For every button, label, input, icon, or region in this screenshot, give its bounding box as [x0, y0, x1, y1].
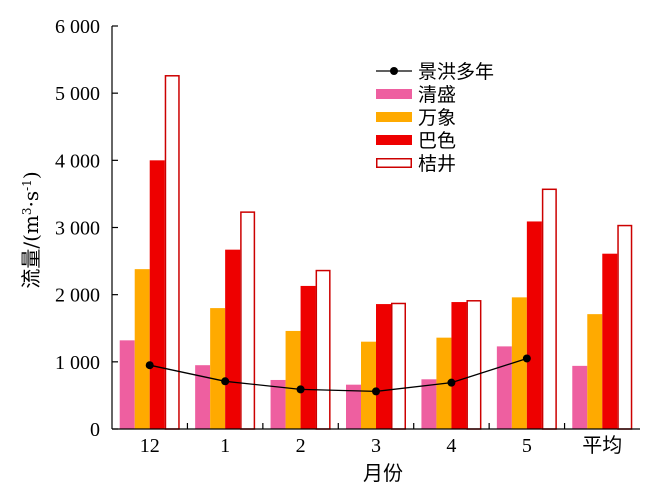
x-tick-label: 1 — [220, 435, 230, 457]
legend-label: 桔井 — [418, 153, 456, 175]
bar-万象 — [134, 269, 150, 429]
line-point — [372, 387, 380, 396]
bar-桔井 — [315, 269, 331, 430]
bar-桔井 — [541, 188, 557, 430]
legend-label: 清盛 — [418, 84, 456, 106]
bar-桔井 — [164, 75, 180, 430]
x-axis-title: 月份 — [363, 461, 403, 485]
bar-清盛 — [572, 365, 588, 429]
bar-巴色 — [225, 249, 241, 429]
bar-巴色 — [149, 160, 165, 430]
legend-label: 巴色 — [418, 130, 456, 152]
legend-swatch — [376, 135, 412, 145]
y-tick-label: 6 000 — [55, 16, 100, 38]
bar-巴色 — [376, 304, 391, 429]
line-point — [221, 377, 230, 386]
bar-桔井 — [617, 224, 633, 430]
bar-万象 — [511, 297, 527, 429]
x-tick-label: 2 — [296, 435, 306, 457]
bar-巴色 — [451, 302, 467, 429]
y-tick-label: 0 — [90, 419, 100, 441]
x-tick-label: 平均 — [582, 434, 622, 457]
bar-巴色 — [602, 253, 618, 429]
bar-清盛 — [346, 384, 361, 429]
x-tick-label: 3 — [371, 435, 381, 457]
line-layer — [145, 354, 531, 396]
bars-layer — [119, 75, 633, 430]
x-ticks: 12 1 2 3 4 5 平均 — [140, 423, 622, 457]
legend-label: 景洪多年 — [418, 61, 494, 83]
bar-桔井 — [240, 211, 256, 430]
bar-清盛 — [119, 340, 135, 429]
legend-label: 万象 — [418, 107, 456, 129]
legend-line-marker — [390, 67, 398, 75]
bar-万象 — [361, 341, 376, 429]
y-axis-title: 流量/(m3·s-1) — [19, 171, 43, 288]
bar-桔井 — [466, 300, 482, 430]
bar-清盛 — [496, 346, 512, 429]
bar-清盛 — [421, 379, 437, 429]
bar-巴色 — [526, 221, 542, 429]
x-tick-label: 4 — [446, 435, 456, 457]
legend-swatch — [376, 112, 412, 122]
y-ticks: 0 1 000 2 000 3 000 4 000 5 000 6 000 — [55, 16, 118, 441]
bar-巴色 — [300, 285, 316, 429]
bar-万象 — [210, 308, 226, 429]
bar-清盛 — [270, 379, 286, 429]
bar-万象 — [587, 314, 603, 429]
y-tick-label: 1 000 — [55, 352, 100, 374]
bar-清盛 — [195, 365, 211, 429]
legend-swatch — [376, 158, 412, 168]
x-tick-label: 5 — [522, 435, 532, 457]
y-tick-label: 3 000 — [55, 218, 100, 240]
line-point — [522, 354, 531, 363]
legend-swatch — [376, 89, 412, 99]
line-point — [447, 378, 456, 387]
y-tick-label: 5 000 — [55, 83, 100, 105]
line-point — [296, 385, 305, 394]
bar-万象 — [285, 330, 301, 429]
y-tick-label: 2 000 — [55, 285, 100, 307]
y-tick-label: 4 000 — [55, 150, 100, 172]
line-point — [145, 361, 154, 370]
line-景洪多年 — [149, 357, 528, 393]
bar-桔井 — [391, 302, 406, 430]
x-tick-label: 12 — [140, 435, 160, 457]
